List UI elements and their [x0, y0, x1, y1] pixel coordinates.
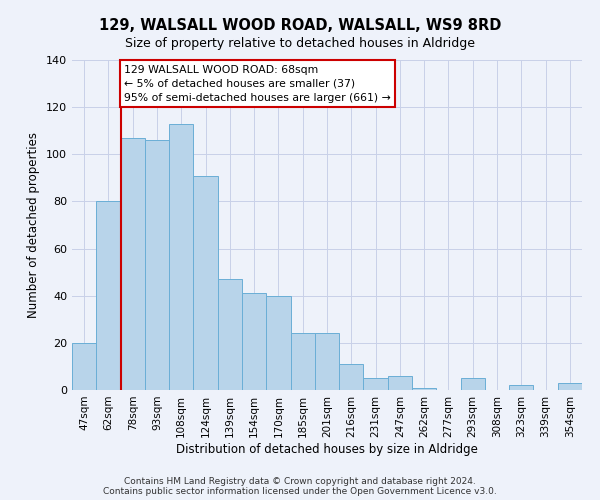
- X-axis label: Distribution of detached houses by size in Aldridge: Distribution of detached houses by size …: [176, 442, 478, 456]
- Bar: [121, 138, 145, 390]
- Text: Contains HM Land Registry data © Crown copyright and database right 2024.: Contains HM Land Registry data © Crown c…: [124, 476, 476, 486]
- Bar: [509, 386, 533, 390]
- Bar: [218, 279, 242, 390]
- Text: 129, WALSALL WOOD ROAD, WALSALL, WS9 8RD: 129, WALSALL WOOD ROAD, WALSALL, WS9 8RD: [99, 18, 501, 32]
- Bar: [388, 376, 412, 390]
- Bar: [193, 176, 218, 390]
- Bar: [315, 334, 339, 390]
- Bar: [290, 334, 315, 390]
- Bar: [558, 383, 582, 390]
- Y-axis label: Number of detached properties: Number of detached properties: [28, 132, 40, 318]
- Text: Contains public sector information licensed under the Open Government Licence v3: Contains public sector information licen…: [103, 486, 497, 496]
- Bar: [339, 364, 364, 390]
- Bar: [461, 378, 485, 390]
- Text: Size of property relative to detached houses in Aldridge: Size of property relative to detached ho…: [125, 38, 475, 51]
- Bar: [169, 124, 193, 390]
- Bar: [72, 343, 96, 390]
- Bar: [266, 296, 290, 390]
- Bar: [96, 202, 121, 390]
- Bar: [364, 378, 388, 390]
- Bar: [412, 388, 436, 390]
- Bar: [242, 294, 266, 390]
- Text: 129 WALSALL WOOD ROAD: 68sqm
← 5% of detached houses are smaller (37)
95% of sem: 129 WALSALL WOOD ROAD: 68sqm ← 5% of det…: [124, 64, 391, 102]
- Bar: [145, 140, 169, 390]
